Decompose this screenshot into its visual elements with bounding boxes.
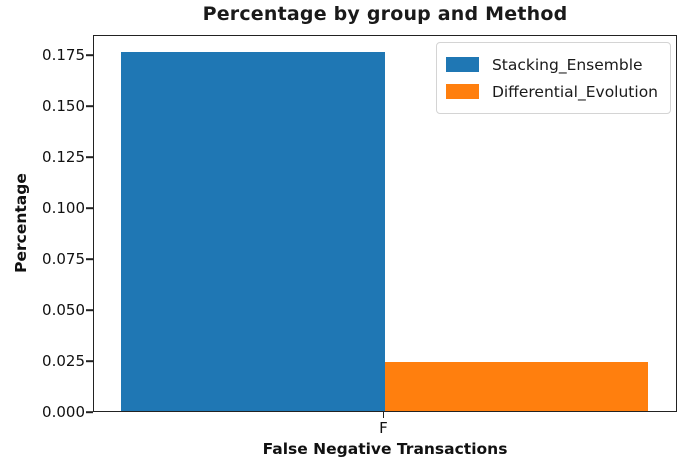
y-tick-mark [86, 258, 93, 260]
y-tick-label: 0.025 [42, 351, 85, 370]
y-tick-mark [86, 105, 93, 107]
y-tick-mark [86, 411, 93, 413]
y-tick-label: 0.100 [42, 198, 85, 217]
legend-label: Stacking_Ensemble [491, 55, 643, 74]
bar-differential_evolution [384, 362, 648, 411]
y-tick-label: 0.125 [42, 147, 85, 166]
chart-title: Percentage by group and Method [202, 3, 568, 25]
y-tick-label: 0.050 [42, 300, 85, 319]
y-tick-mark [86, 54, 93, 56]
legend-item: Differential_Evolution [445, 78, 658, 105]
legend-item: Stacking_Ensemble [445, 51, 658, 78]
y-axis-label: Percentage [12, 173, 30, 273]
legend: Stacking_Ensemble Differential_Evolution [435, 42, 671, 114]
y-tick-mark [86, 360, 93, 362]
x-tick-label: F [379, 419, 388, 437]
x-tick-mark [382, 412, 385, 418]
legend-swatch-orange-icon [445, 84, 479, 99]
y-tick-label: 0.175 [42, 45, 85, 64]
legend-label: Differential_Evolution [491, 82, 658, 101]
y-tick-label: 0.150 [42, 96, 85, 115]
y-tick-mark [86, 156, 93, 158]
plot-area: Stacking_Ensemble Differential_Evolution [93, 35, 677, 412]
legend-swatch-blue-icon [445, 57, 479, 72]
x-axis-label: False Negative Transactions [262, 440, 508, 458]
y-tick-mark [86, 207, 93, 209]
y-tick-label: 0.075 [42, 249, 85, 268]
y-tick-mark [86, 309, 93, 311]
bar-stacking_ensemble [121, 52, 385, 411]
y-tick-label: 0.000 [42, 403, 85, 421]
